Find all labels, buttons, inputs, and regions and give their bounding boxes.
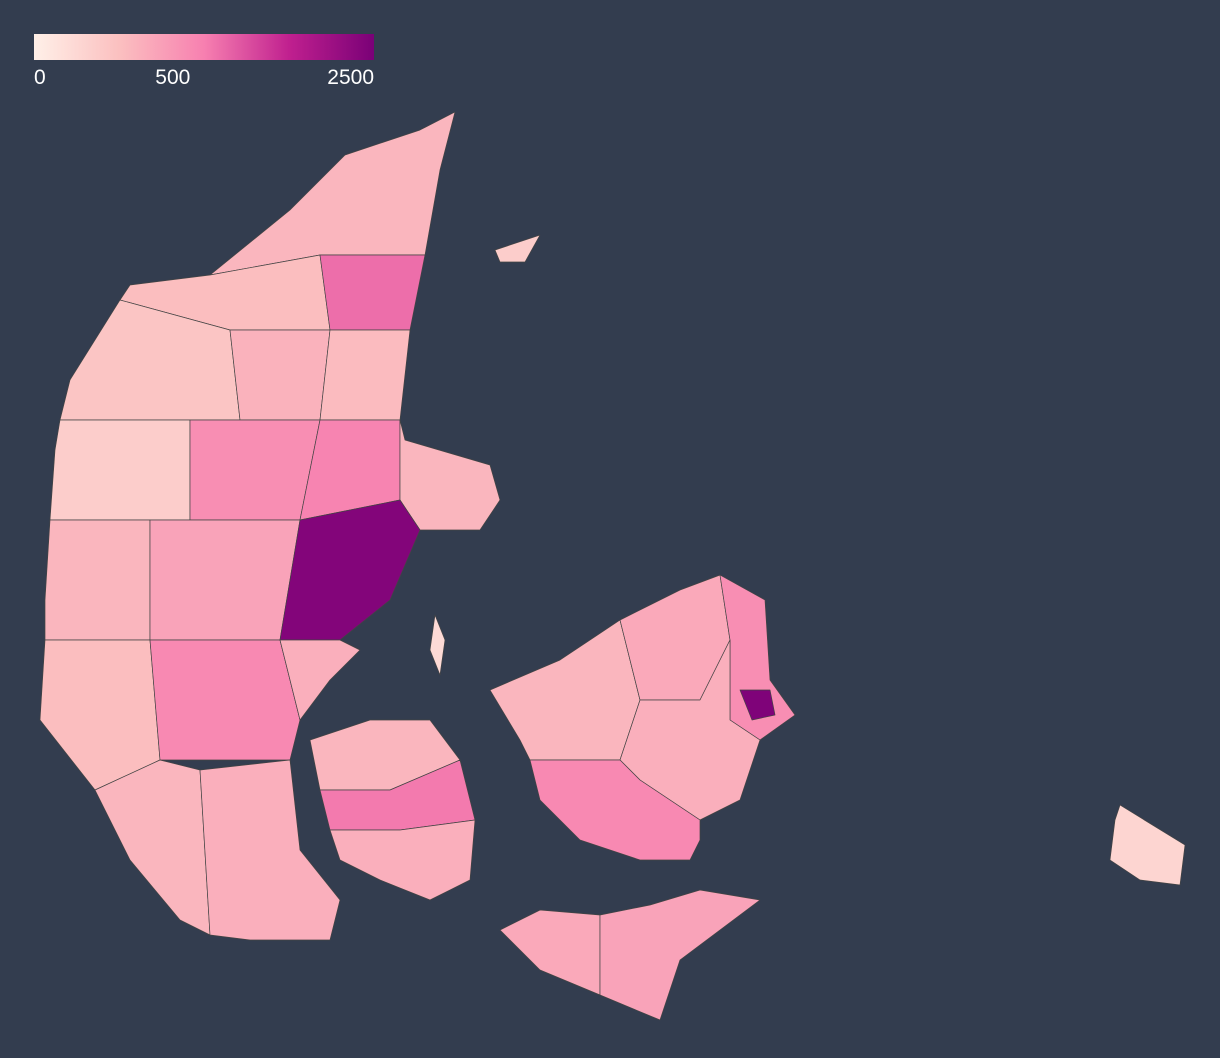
municipality (189, 419, 321, 521)
municipality (279, 639, 361, 721)
legend: 0 500 2500 (34, 66, 374, 89)
municipality (319, 254, 426, 331)
legend-tick-label: 2500 (327, 66, 374, 89)
municipality (1109, 804, 1186, 886)
municipality (429, 614, 446, 676)
municipality (329, 819, 476, 901)
municipality (149, 639, 301, 761)
legend-tick-label: 0 (34, 66, 46, 89)
municipality (229, 329, 331, 421)
municipality (149, 519, 301, 641)
municipality (199, 759, 341, 941)
municipality (319, 329, 411, 421)
municipality (44, 519, 151, 641)
municipality (494, 234, 541, 263)
municipality (529, 759, 701, 861)
municipality (49, 419, 191, 521)
legend-bar (34, 34, 374, 60)
legend-tick-label: 500 (155, 66, 190, 89)
municipality (599, 889, 761, 1021)
municipality (739, 689, 776, 721)
regions (39, 111, 1186, 1021)
